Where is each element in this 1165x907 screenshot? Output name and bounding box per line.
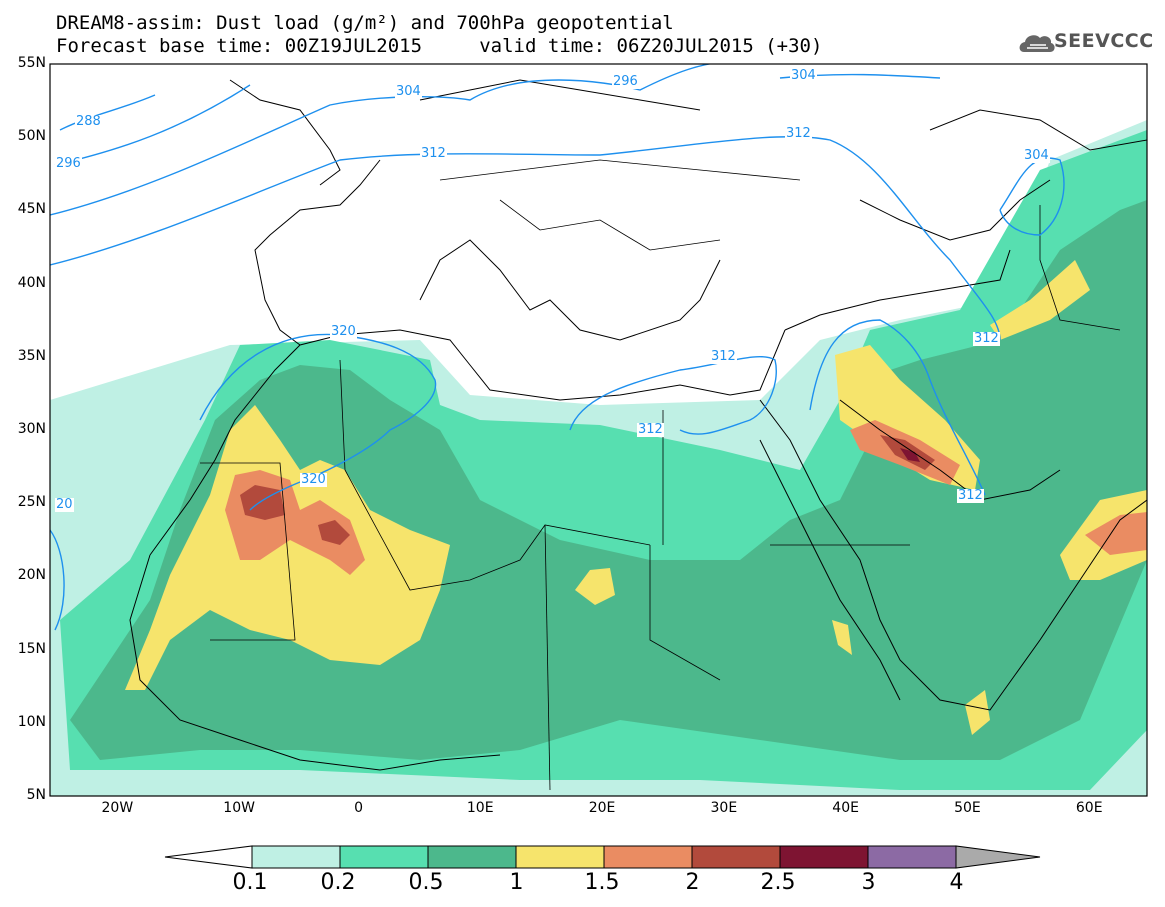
colorbar-label: 4: [949, 870, 964, 895]
colorbar-label: 2: [685, 870, 700, 895]
lon-label: 10W: [223, 800, 255, 816]
colorbar-swatch-2.5: [779, 845, 869, 869]
lon-label: 20W: [101, 800, 134, 816]
lat-label: 5N: [26, 787, 46, 803]
colorbar-swatch-3: [867, 845, 957, 869]
lat-label: 30N: [17, 421, 46, 437]
colorbar-low-arrow: [164, 845, 253, 869]
colorbar-high-arrow: [955, 845, 1041, 869]
dust-level-1: [965, 690, 990, 735]
lon-label: 50E: [954, 800, 981, 816]
contour-label: 312: [420, 146, 447, 161]
lon-label: 60E: [1075, 800, 1103, 816]
contour-label: 296: [55, 156, 82, 171]
geopotential-contours: [50, 64, 1065, 631]
lat-label: 25N: [17, 494, 46, 511]
lat-label: 50N: [17, 128, 46, 145]
contour-label: 320: [330, 324, 357, 339]
contour-label: 20: [55, 497, 74, 512]
lon-label: 30E: [710, 800, 738, 816]
contour-label: 312: [637, 422, 664, 437]
colorbar-swatch-0.1: [251, 845, 341, 869]
colorbar-swatch-0.5: [427, 845, 517, 869]
colorbar-label: 2.5: [760, 870, 796, 895]
colorbar-label: 1.5: [584, 870, 620, 895]
dust-level-1: [832, 620, 852, 655]
dust-level-1: [990, 260, 1090, 340]
lat-label: 15N: [17, 640, 46, 657]
contour-label: 312: [710, 349, 737, 364]
colorbar-swatch-2: [691, 845, 781, 869]
colorbar-label: 0.5: [408, 870, 444, 895]
dust-level-2: [318, 520, 350, 545]
contour-label: 312: [957, 488, 984, 503]
colorbar-swatch-1.5: [603, 845, 693, 869]
forecast-time-subtitle: Forecast base time: 00Z19JUL2015 valid t…: [56, 35, 823, 57]
colorbar-label: 0.2: [320, 870, 356, 895]
contour-label: 304: [395, 84, 422, 99]
map-title: DREAM8-assim: Dust load (g/m²) and 700hP…: [56, 12, 674, 34]
contour-label: 288: [75, 114, 102, 129]
dust-level-1: [575, 568, 615, 605]
dust-level-1.5: [1085, 512, 1147, 555]
contour-label: 296: [612, 74, 639, 89]
contour-label: 320: [300, 472, 327, 487]
colorbar-swatch-0.2: [339, 845, 429, 869]
coastlines: [129, 79, 1147, 771]
lat-label: 40N: [17, 274, 46, 291]
contour-label: 304: [1023, 148, 1050, 163]
contour-label: 312: [973, 331, 1000, 346]
colorbar-label: 1: [509, 870, 524, 895]
lon-label: 0: [354, 800, 364, 816]
dust-field: [50, 120, 1147, 796]
lat-label: 45N: [17, 201, 46, 218]
contour-label: 304: [790, 68, 817, 83]
dust-level-1: [835, 345, 980, 490]
colorbar-swatch-1: [515, 845, 605, 869]
lat-label: 55N: [17, 55, 46, 71]
lat-label: 35N: [17, 347, 46, 364]
colorbar-label: 0.1: [232, 870, 268, 895]
lat-label: 20N: [17, 567, 46, 584]
lon-label: 20E: [588, 800, 616, 816]
lon-label: 40E: [832, 800, 859, 816]
contour-label: 312: [785, 126, 812, 141]
lat-label: 10N: [17, 713, 46, 730]
logo-text: SEEVCCC: [1054, 30, 1154, 52]
dust-level-2.5: [900, 448, 920, 462]
lon-label: 10E: [466, 800, 494, 816]
map-frame: [49, 63, 1148, 797]
colorbar-label: 3: [861, 870, 876, 895]
colorbar: [164, 845, 1041, 869]
seevccc-logo: [1019, 35, 1055, 52]
